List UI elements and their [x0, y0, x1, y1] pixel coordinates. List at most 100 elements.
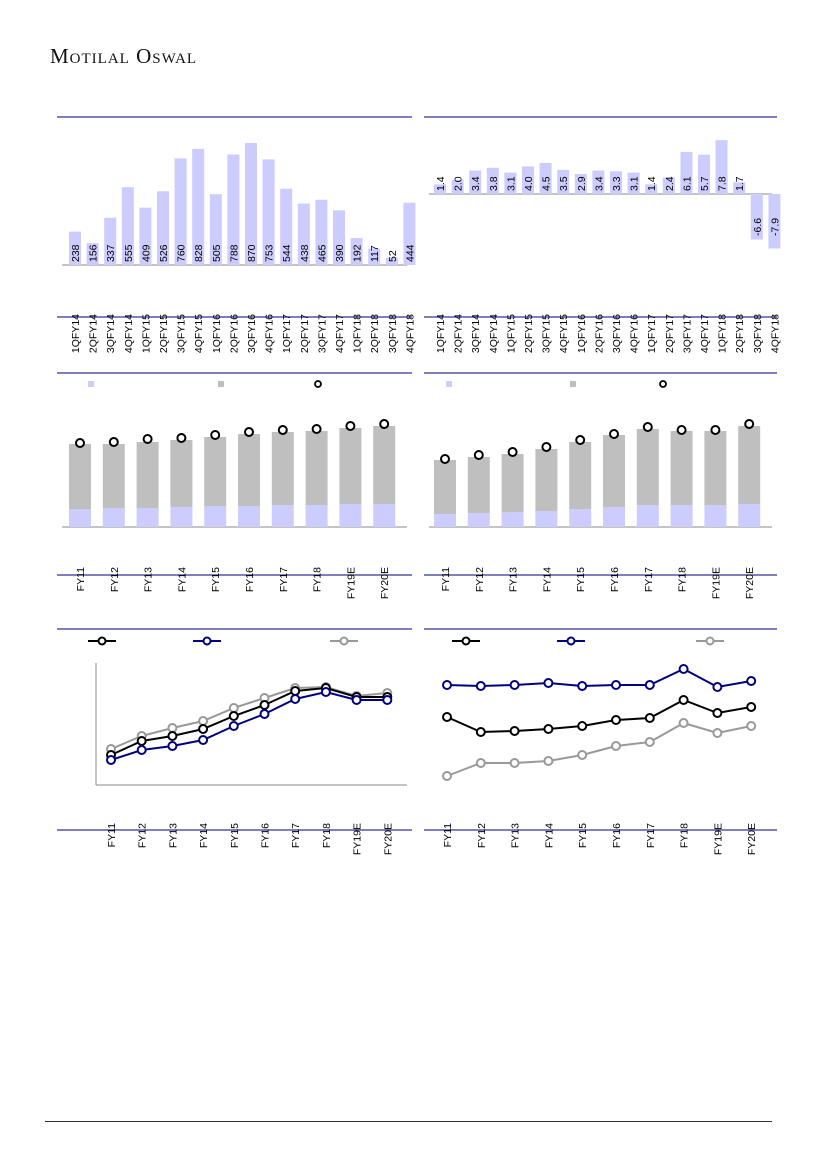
bar-segment-upper	[69, 444, 91, 509]
data-label: 7.8	[717, 176, 729, 191]
data-label: 788	[228, 244, 240, 262]
x-tick-label: FY17	[645, 823, 657, 848]
x-tick-label: FY15	[577, 823, 589, 848]
bar	[662, 177, 675, 194]
x-tick-label: 1QFY14	[435, 314, 447, 353]
bar	[750, 194, 763, 240]
series-point-1	[678, 695, 689, 705]
bar	[768, 194, 781, 249]
data-label: 6.1	[681, 176, 693, 191]
bar-segment-lower	[69, 509, 91, 527]
x-tick-label: FY19E	[712, 823, 724, 855]
x-tick-label: FY19E	[710, 567, 722, 599]
bar	[315, 199, 328, 265]
legend-swatch-series-1	[446, 381, 452, 387]
data-label: 828	[193, 244, 205, 262]
marker-point	[277, 425, 288, 435]
data-label: 2.9	[576, 176, 588, 191]
series-point-1	[712, 708, 723, 718]
series-point-3	[577, 750, 588, 760]
bar-segment-lower	[636, 505, 659, 527]
legend-marker-series-3	[659, 380, 667, 388]
bar-segment-upper	[704, 431, 727, 505]
x-tick-label: 3QFY14	[105, 314, 117, 353]
bar-segment-lower	[704, 505, 727, 527]
x-tick-label: FY16	[260, 823, 272, 848]
data-label: 870	[246, 244, 258, 262]
series-point-3	[611, 741, 621, 751]
bar	[698, 154, 710, 194]
motilal-oswal-logo: Motilal Oswal	[50, 44, 198, 68]
x-tick-label: 2QFY14	[88, 314, 100, 353]
bar	[592, 170, 605, 194]
series-point-3	[228, 703, 239, 713]
x-tick-label: FY18	[679, 823, 691, 848]
series-point-3	[509, 758, 520, 768]
bar	[350, 238, 363, 265]
data-label: 409	[140, 244, 152, 262]
series-point-1	[644, 713, 655, 723]
bar	[733, 182, 746, 194]
marker-point	[609, 429, 619, 439]
x-tick-label: FY16	[244, 567, 256, 592]
series-point-1	[167, 731, 178, 741]
x-tick-label: 1QFY16	[576, 314, 588, 353]
x-tick-label: FY12	[474, 567, 486, 592]
series-point-1	[475, 727, 486, 737]
series-point-1	[746, 702, 757, 712]
x-tick-label: 2QFY18	[734, 314, 746, 353]
legend-marker-series-3	[705, 636, 715, 646]
x-tick-label: FY20E	[382, 823, 394, 855]
x-tick-label: 1QFY18	[717, 314, 729, 353]
x-tick-label: 3QFY18	[752, 314, 764, 353]
data-label: 3.4	[470, 176, 482, 191]
x-tick-label: 2QFY18	[369, 314, 381, 353]
x-tick-label: FY16	[609, 567, 621, 592]
x-tick-label: FY15	[229, 823, 241, 848]
series-point-3	[678, 718, 689, 728]
series-point-1	[442, 712, 452, 722]
marker-point	[440, 454, 450, 464]
x-tick-label: FY20E	[379, 567, 391, 599]
data-label: 4.5	[541, 176, 553, 191]
bar	[333, 210, 345, 265]
x-tick-label: 3QFY14	[470, 314, 482, 353]
bar	[174, 158, 187, 265]
legend-marker-series-1	[461, 636, 471, 646]
data-label: 117	[369, 245, 381, 262]
series-line-3	[446, 721, 752, 777]
x-tick-label: 1QFY15	[140, 314, 152, 353]
x-tick-label: FY16	[611, 823, 623, 848]
bar-segment-lower	[569, 509, 592, 527]
bar-segment-upper	[238, 434, 260, 506]
bar-segment-lower	[603, 507, 625, 527]
data-label: 1.4	[435, 176, 447, 191]
series-point-2	[320, 687, 331, 697]
x-tick-label: 3QFY15	[541, 314, 553, 353]
series-point-2	[475, 681, 486, 691]
data-label: 4.0	[523, 176, 535, 191]
data-label: 390	[334, 244, 346, 262]
x-tick-label: 4QFY16	[264, 314, 276, 353]
bar	[209, 194, 222, 265]
x-tick-label: 4QFY14	[488, 314, 500, 353]
x-tick-label: 2QFY15	[158, 314, 170, 353]
bar	[680, 151, 693, 194]
marker-point	[244, 427, 254, 437]
bar	[574, 173, 587, 194]
series-point-1	[198, 724, 209, 734]
x-tick-label: FY11	[106, 823, 118, 847]
x-tick-label: 4QFY16	[629, 314, 641, 353]
x-tick-label: FY18	[312, 567, 324, 592]
data-label: 505	[211, 244, 223, 262]
series-point-2	[611, 680, 621, 690]
x-tick-label: FY11	[440, 567, 452, 591]
x-tick-label: 1QFY17	[281, 314, 293, 353]
data-label: 3.1	[505, 176, 517, 191]
bar-segment-lower	[305, 505, 328, 527]
data-label: 3.3	[611, 176, 623, 191]
series-line-1	[446, 698, 752, 734]
legend-marker-series-2	[566, 636, 576, 646]
bar	[297, 203, 310, 265]
x-tick-label: 4QFY15	[558, 314, 570, 353]
